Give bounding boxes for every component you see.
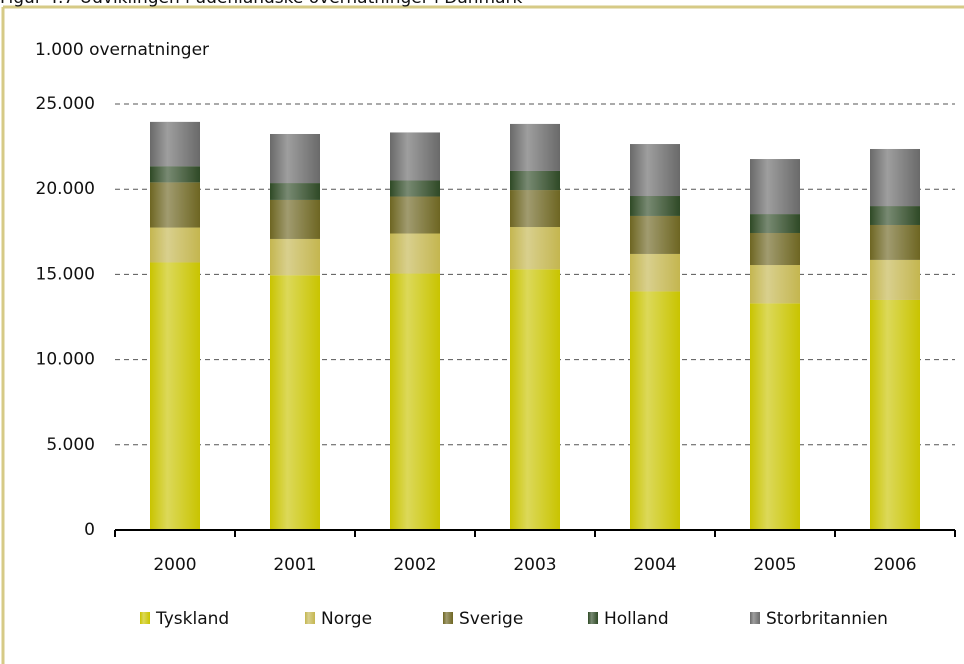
bar-shine: [510, 190, 560, 228]
bar-shine: [630, 291, 680, 530]
bar-shine: [750, 232, 800, 266]
bar-shine: [150, 121, 200, 167]
bar-shine: [750, 265, 800, 304]
y-tick-label: 0: [84, 520, 95, 540]
bar-shine: [270, 199, 320, 239]
bar-shine: [630, 215, 680, 254]
legend-label: Norge: [321, 609, 372, 629]
bar-shine: [510, 123, 560, 171]
y-tick-label: 10.000: [36, 350, 95, 370]
bar-shine: [270, 133, 320, 184]
bar-shine: [270, 238, 320, 276]
x-tick-label: 2004: [633, 555, 676, 575]
bar-shine: [750, 303, 800, 530]
bar-shine: [870, 206, 920, 225]
x-tick-label: 2005: [753, 555, 796, 575]
legend-shine: [588, 612, 598, 624]
legend-label: Holland: [604, 609, 669, 629]
bar-shine: [150, 166, 200, 183]
legend-shine: [305, 612, 315, 624]
bar-shine: [630, 253, 680, 292]
y-tick-label: 25.000: [36, 94, 95, 114]
x-tick-label: 2001: [273, 555, 316, 575]
bar-shine: [390, 273, 440, 530]
legend-label: Storbritannien: [766, 609, 888, 629]
y-axis-label: 1.000 overnatninger: [35, 40, 209, 60]
x-tick-label: 2003: [513, 555, 556, 575]
bar-shine: [510, 170, 560, 191]
bar-shine: [150, 182, 200, 228]
bar-shine: [510, 227, 560, 270]
bar-shine: [870, 148, 920, 207]
bar-shine: [270, 275, 320, 530]
bar-shine: [150, 262, 200, 530]
bar-shine: [630, 144, 680, 197]
bar-shine: [870, 299, 920, 530]
bar-shine: [390, 180, 440, 197]
bar-shine: [750, 159, 800, 215]
bar-shine: [870, 224, 920, 260]
bar-shine: [390, 132, 440, 181]
bar-shine: [390, 196, 440, 234]
legend-shine: [750, 612, 760, 624]
x-tick-label: 2002: [393, 555, 436, 575]
bar-shine: [150, 227, 200, 263]
bar-shine: [270, 183, 320, 200]
chart-title: Figur 4.7 Udviklingen i udenlandske over…: [0, 0, 523, 8]
y-tick-label: 5.000: [46, 435, 95, 455]
bar-shine: [870, 259, 920, 300]
legend-label: Tyskland: [155, 609, 229, 629]
bar-shine: [750, 214, 800, 233]
legend-label: Sverige: [459, 609, 523, 629]
x-tick-label: 2006: [873, 555, 916, 575]
bar-shine: [510, 269, 560, 530]
y-tick-label: 15.000: [36, 264, 95, 284]
x-tick-label: 2000: [153, 555, 196, 575]
y-tick-label: 20.000: [36, 179, 95, 199]
bar-shine: [630, 196, 680, 216]
legend-shine: [140, 612, 150, 624]
bar-shine: [390, 233, 440, 274]
legend-shine: [443, 612, 453, 624]
